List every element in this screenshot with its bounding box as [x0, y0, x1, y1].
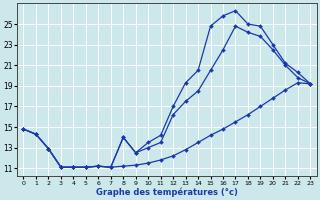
X-axis label: Graphe des températures (°c): Graphe des températures (°c): [96, 187, 238, 197]
